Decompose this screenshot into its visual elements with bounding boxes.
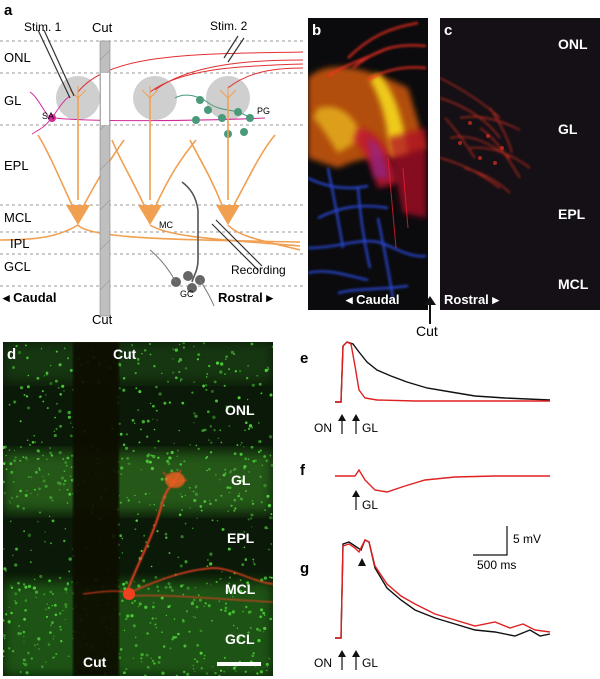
d-layer-epl: EPL xyxy=(227,530,255,546)
panel-a-schematic xyxy=(0,29,304,317)
glomerulus-2 xyxy=(133,76,177,120)
stim1-label: Stim. 1 xyxy=(24,20,62,34)
mitral-cell-1 xyxy=(66,205,90,225)
mitral-cell-3 xyxy=(216,205,240,225)
caudal-label-a: ◂ Caudal xyxy=(3,290,57,305)
sa-label: SA xyxy=(42,111,55,121)
mc-label: MC xyxy=(159,220,173,230)
d-layer-mcl: MCL xyxy=(225,581,256,597)
layer-gl: GL xyxy=(4,93,22,108)
panel-d-micrograph: d Cut Cut ONL GL EPL MCL GCL xyxy=(3,342,273,676)
layer-mcl: MCL xyxy=(4,210,32,225)
panel-e-letter: e xyxy=(300,350,309,367)
trace-e-red xyxy=(335,341,550,403)
recording-label: Recording xyxy=(231,263,286,277)
pg-label: PG xyxy=(257,106,271,116)
d-layer-onl: ONL xyxy=(225,402,255,418)
d-layer-gl: GL xyxy=(231,472,251,488)
d-layer-gcl: GCL xyxy=(225,631,255,647)
panel-b-micrograph: b ◂ Caudal xyxy=(308,18,428,310)
e-gl-label: GL xyxy=(362,421,379,435)
panel-b-letter: b xyxy=(312,22,322,39)
stim1-electrode xyxy=(37,29,75,99)
cut-label-top: Cut xyxy=(92,20,113,35)
layer-onl: ONL xyxy=(4,50,31,65)
c-layer-epl: EPL xyxy=(558,206,586,222)
cut-arrow-icon xyxy=(424,296,436,324)
trace-g-red xyxy=(335,539,551,639)
recording-electrode xyxy=(211,219,263,271)
c-layer-mcl: MCL xyxy=(558,276,589,292)
f-gl-label: GL xyxy=(362,498,379,512)
e-on-label: ON xyxy=(314,421,332,435)
panel-c-micrograph: c ONL GL EPL MCL Rostral ▸ xyxy=(440,18,600,310)
panel-c-letter: c xyxy=(444,22,453,39)
stim2-label: Stim. 2 xyxy=(210,19,248,33)
c-layer-gl: GL xyxy=(558,121,578,137)
mitral-cell-2 xyxy=(138,205,162,225)
g-gl-label: GL xyxy=(362,656,379,670)
d-cut-bottom: Cut xyxy=(83,654,107,670)
cut-bar xyxy=(99,40,111,317)
caudal-label-b: ◂ Caudal xyxy=(346,292,400,307)
scale-bar-time: 500 ms xyxy=(477,558,517,572)
layer-epl: EPL xyxy=(4,158,29,173)
panel-f-letter: f xyxy=(300,462,305,479)
trace-f-red xyxy=(335,468,550,493)
stim2-electrode xyxy=(223,35,245,63)
d-scale-bar xyxy=(217,662,261,666)
trace-g-black xyxy=(335,539,551,639)
g-on-label: ON xyxy=(314,656,332,670)
c-layer-onl: ONL xyxy=(558,36,588,52)
cut-label-bottom: Cut xyxy=(92,312,113,327)
scale-bar-voltage: 5 mV xyxy=(513,532,542,546)
scale-bar-lines xyxy=(473,526,508,556)
rostral-label-c: Rostral ▸ xyxy=(444,292,499,307)
layer-ipl: IPL xyxy=(10,236,30,251)
layer-gcl: GCL xyxy=(4,259,31,274)
gc-label: GC xyxy=(180,289,194,299)
panel-d-letter: d xyxy=(7,346,17,363)
d-cut-top: Cut xyxy=(113,346,137,362)
mitral-soma xyxy=(123,588,135,600)
cut-label-bc: Cut xyxy=(416,323,438,339)
g-arrowhead-icon xyxy=(358,558,366,566)
trace-e-black xyxy=(335,341,551,403)
panel-g-letter: g xyxy=(300,560,310,577)
rostral-label-a: Rostral ▸ xyxy=(218,290,273,305)
panels-efg-traces xyxy=(335,341,551,670)
panel-a-letter: a xyxy=(4,2,13,19)
